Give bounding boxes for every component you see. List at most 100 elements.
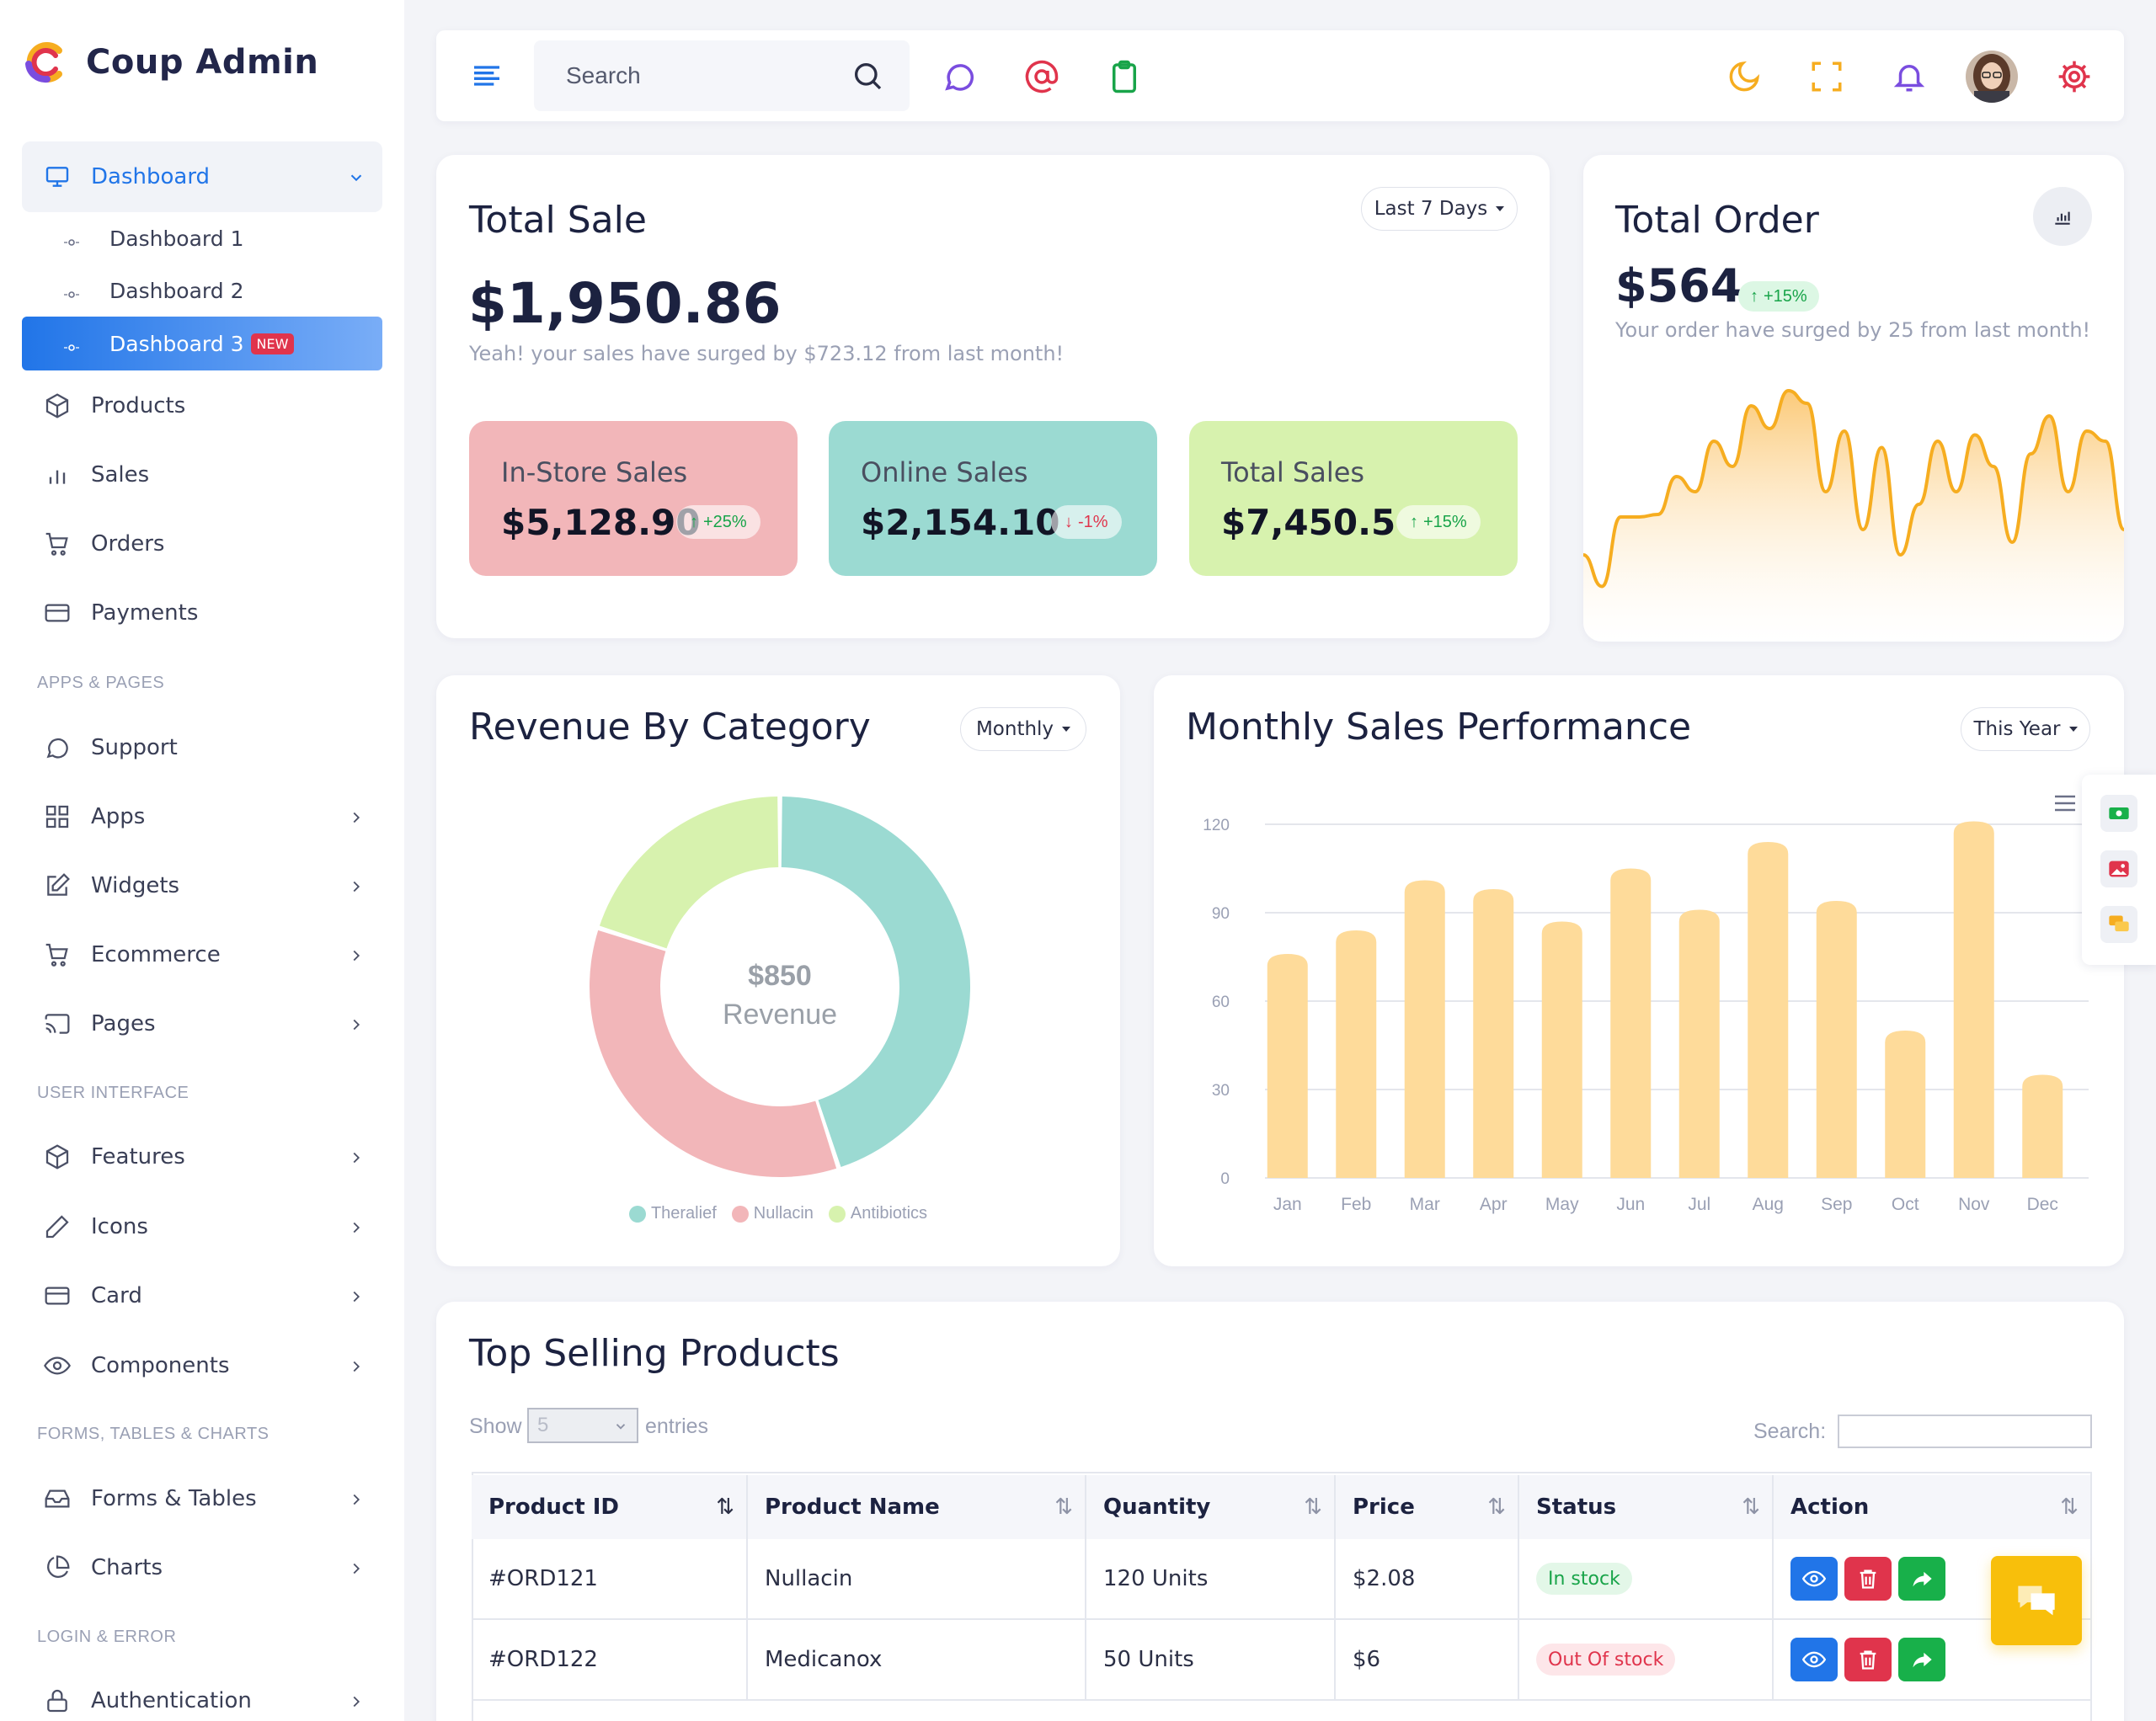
table-header-product-name[interactable]: Product Name ⇅ [748,1475,1086,1539]
bar-nov[interactable] [1953,821,1994,1179]
table-header-product-id[interactable]: Product ID ⇅ [472,1475,748,1539]
bar-sep[interactable] [1816,901,1857,1178]
bar-mar[interactable] [1404,880,1445,1179]
legend-item-antibiotics[interactable]: Antibiotics [828,1204,927,1223]
view-button[interactable] [1790,1638,1838,1681]
sidebar-subitem-dashboard-2[interactable]: Dashboard 2 [22,264,382,317]
legend-item-theralief[interactable]: Theralief [628,1204,717,1223]
view-button[interactable] [1790,1557,1838,1601]
table-header-quantity[interactable]: Quantity ⇅ [1086,1475,1336,1539]
table-cell-id: #ORD122 [472,1620,748,1701]
bar-apr[interactable] [1473,889,1514,1178]
settings-gear-icon[interactable] [2057,59,2092,94]
bar-jun[interactable] [1610,868,1652,1179]
entries-value: 5 [537,1414,549,1436]
sidebar-item-pages[interactable]: Pages [22,997,382,1051]
bar-may[interactable] [1541,921,1582,1179]
sort-arrows-icon[interactable]: ⇅ [1487,1495,1506,1520]
monthly-filter-button[interactable]: This Year [1961,707,2090,751]
x-tick-label: Jan [1273,1195,1302,1214]
pie-chart-icon [44,1554,71,1581]
chart-icon-button[interactable] [2033,187,2092,246]
sort-arrows-icon[interactable]: ⇅ [716,1495,734,1520]
stat-change-badge: ↑ +25% [676,505,760,539]
bell-icon[interactable] [1892,59,1927,94]
entries-label: entries [645,1415,709,1438]
legend-item-nullacin[interactable]: Nullacin [731,1204,814,1223]
donut-slice-antibiotics[interactable] [599,797,779,949]
table-search-input[interactable] [1838,1415,2092,1448]
cash-icon[interactable] [2100,795,2137,832]
sidebar-item-dashboard[interactable]: Dashboard [22,141,382,212]
table-cell-price: $6 [1336,1620,1519,1701]
sidebar-item-card[interactable]: Card [22,1269,382,1323]
delete-button[interactable] [1844,1557,1892,1601]
stat-box-total: Total Sales $7,450.5 ↑ +15% [1189,421,1518,576]
bullet-icon [64,283,79,298]
sidebar-item-apps[interactable]: Apps [22,790,382,844]
moon-icon[interactable] [1726,59,1762,94]
sidebar-item-widgets[interactable]: Widgets [22,859,382,913]
bar-aug[interactable] [1748,842,1789,1178]
total-sale-filter-button[interactable]: Last 7 Days [1361,187,1518,231]
eye-icon [1802,1651,1826,1668]
chevron-right-icon [347,807,366,826]
chat-messages-icon[interactable] [2100,906,2137,943]
sidebar-item-components[interactable]: Components [22,1339,382,1393]
sidebar-item-products[interactable]: Products [22,379,382,433]
avatar[interactable] [1966,51,2018,103]
eye-icon [1802,1570,1826,1587]
at-sign-icon[interactable] [1024,59,1059,94]
filter-label: This Year [1973,718,2061,740]
table-header-status[interactable]: Status ⇅ [1519,1475,1774,1539]
sidebar-subitem-dashboard-3[interactable]: Dashboard 3 NEW [22,317,382,370]
sort-arrows-icon[interactable]: ⇅ [1304,1495,1322,1520]
menu-toggle-icon[interactable] [470,59,504,93]
message-icon[interactable] [942,59,977,94]
sort-arrows-icon[interactable]: ⇅ [1742,1495,1760,1520]
bar-feb[interactable] [1336,930,1377,1178]
sidebar-item-ecommerce[interactable]: Ecommerce [22,928,382,982]
share-button[interactable] [1898,1638,1945,1681]
sidebar-item-authentication[interactable]: Authentication [22,1674,382,1721]
change-value: -1% [1078,512,1108,531]
sort-arrows-icon[interactable]: ⇅ [1054,1495,1073,1520]
share-button[interactable] [1898,1557,1945,1601]
entries-select[interactable]: 5 [527,1408,638,1443]
sidebar-item-icons[interactable]: Icons [22,1200,382,1254]
bar-jan[interactable] [1267,954,1308,1178]
sidebar-item-sales[interactable]: Sales [22,448,382,502]
sort-arrows-icon[interactable]: ⇅ [2060,1495,2079,1520]
donut-slice-theralief[interactable] [781,797,970,1168]
delete-button[interactable] [1844,1638,1892,1681]
header-label: Product ID [488,1495,620,1520]
search-icon[interactable] [851,59,884,93]
search-input[interactable] [566,57,819,94]
sidebar-item-features[interactable]: Features [22,1130,382,1184]
bar-jul[interactable] [1678,909,1720,1179]
credit-card-icon [44,1282,71,1309]
sidebar-subitem-dashboard-1[interactable]: Dashboard 1 [22,212,382,264]
bar-oct[interactable] [1885,1031,1926,1178]
sidebar-item-charts[interactable]: Charts [22,1541,382,1595]
stat-box-in-store: In-Store Sales $5,128.90 ↑ +25% [469,421,798,576]
donut-slice-nullacin[interactable] [590,930,837,1177]
fullscreen-icon[interactable] [1809,59,1844,94]
brand[interactable]: Coup Admin [22,39,318,86]
table-header-price[interactable]: Price ⇅ [1336,1475,1519,1539]
table-header-action[interactable]: Action ⇅ [1774,1475,2092,1539]
floating-chat-button[interactable] [1991,1556,2082,1645]
clipboard-icon[interactable] [1107,59,1142,94]
chat-bubble-icon [44,734,71,761]
revenue-filter-button[interactable]: Monthly [960,707,1086,751]
stat-change-badge: ↓ -1% [1051,505,1122,539]
sidebar-item-support[interactable]: Support [22,721,382,775]
chart-menu-icon[interactable] [2053,793,2077,813]
sidebar-item-orders[interactable]: Orders [22,517,382,571]
image-icon[interactable] [2100,850,2137,887]
sidebar-item-payments[interactable]: Payments [22,586,382,640]
chevron-right-icon [347,1489,366,1508]
sidebar-item-forms-tables[interactable]: Forms & Tables [22,1472,382,1526]
bar-dec[interactable] [2022,1074,2063,1179]
sidebar-subitem-label: Dashboard 3 [109,331,244,356]
